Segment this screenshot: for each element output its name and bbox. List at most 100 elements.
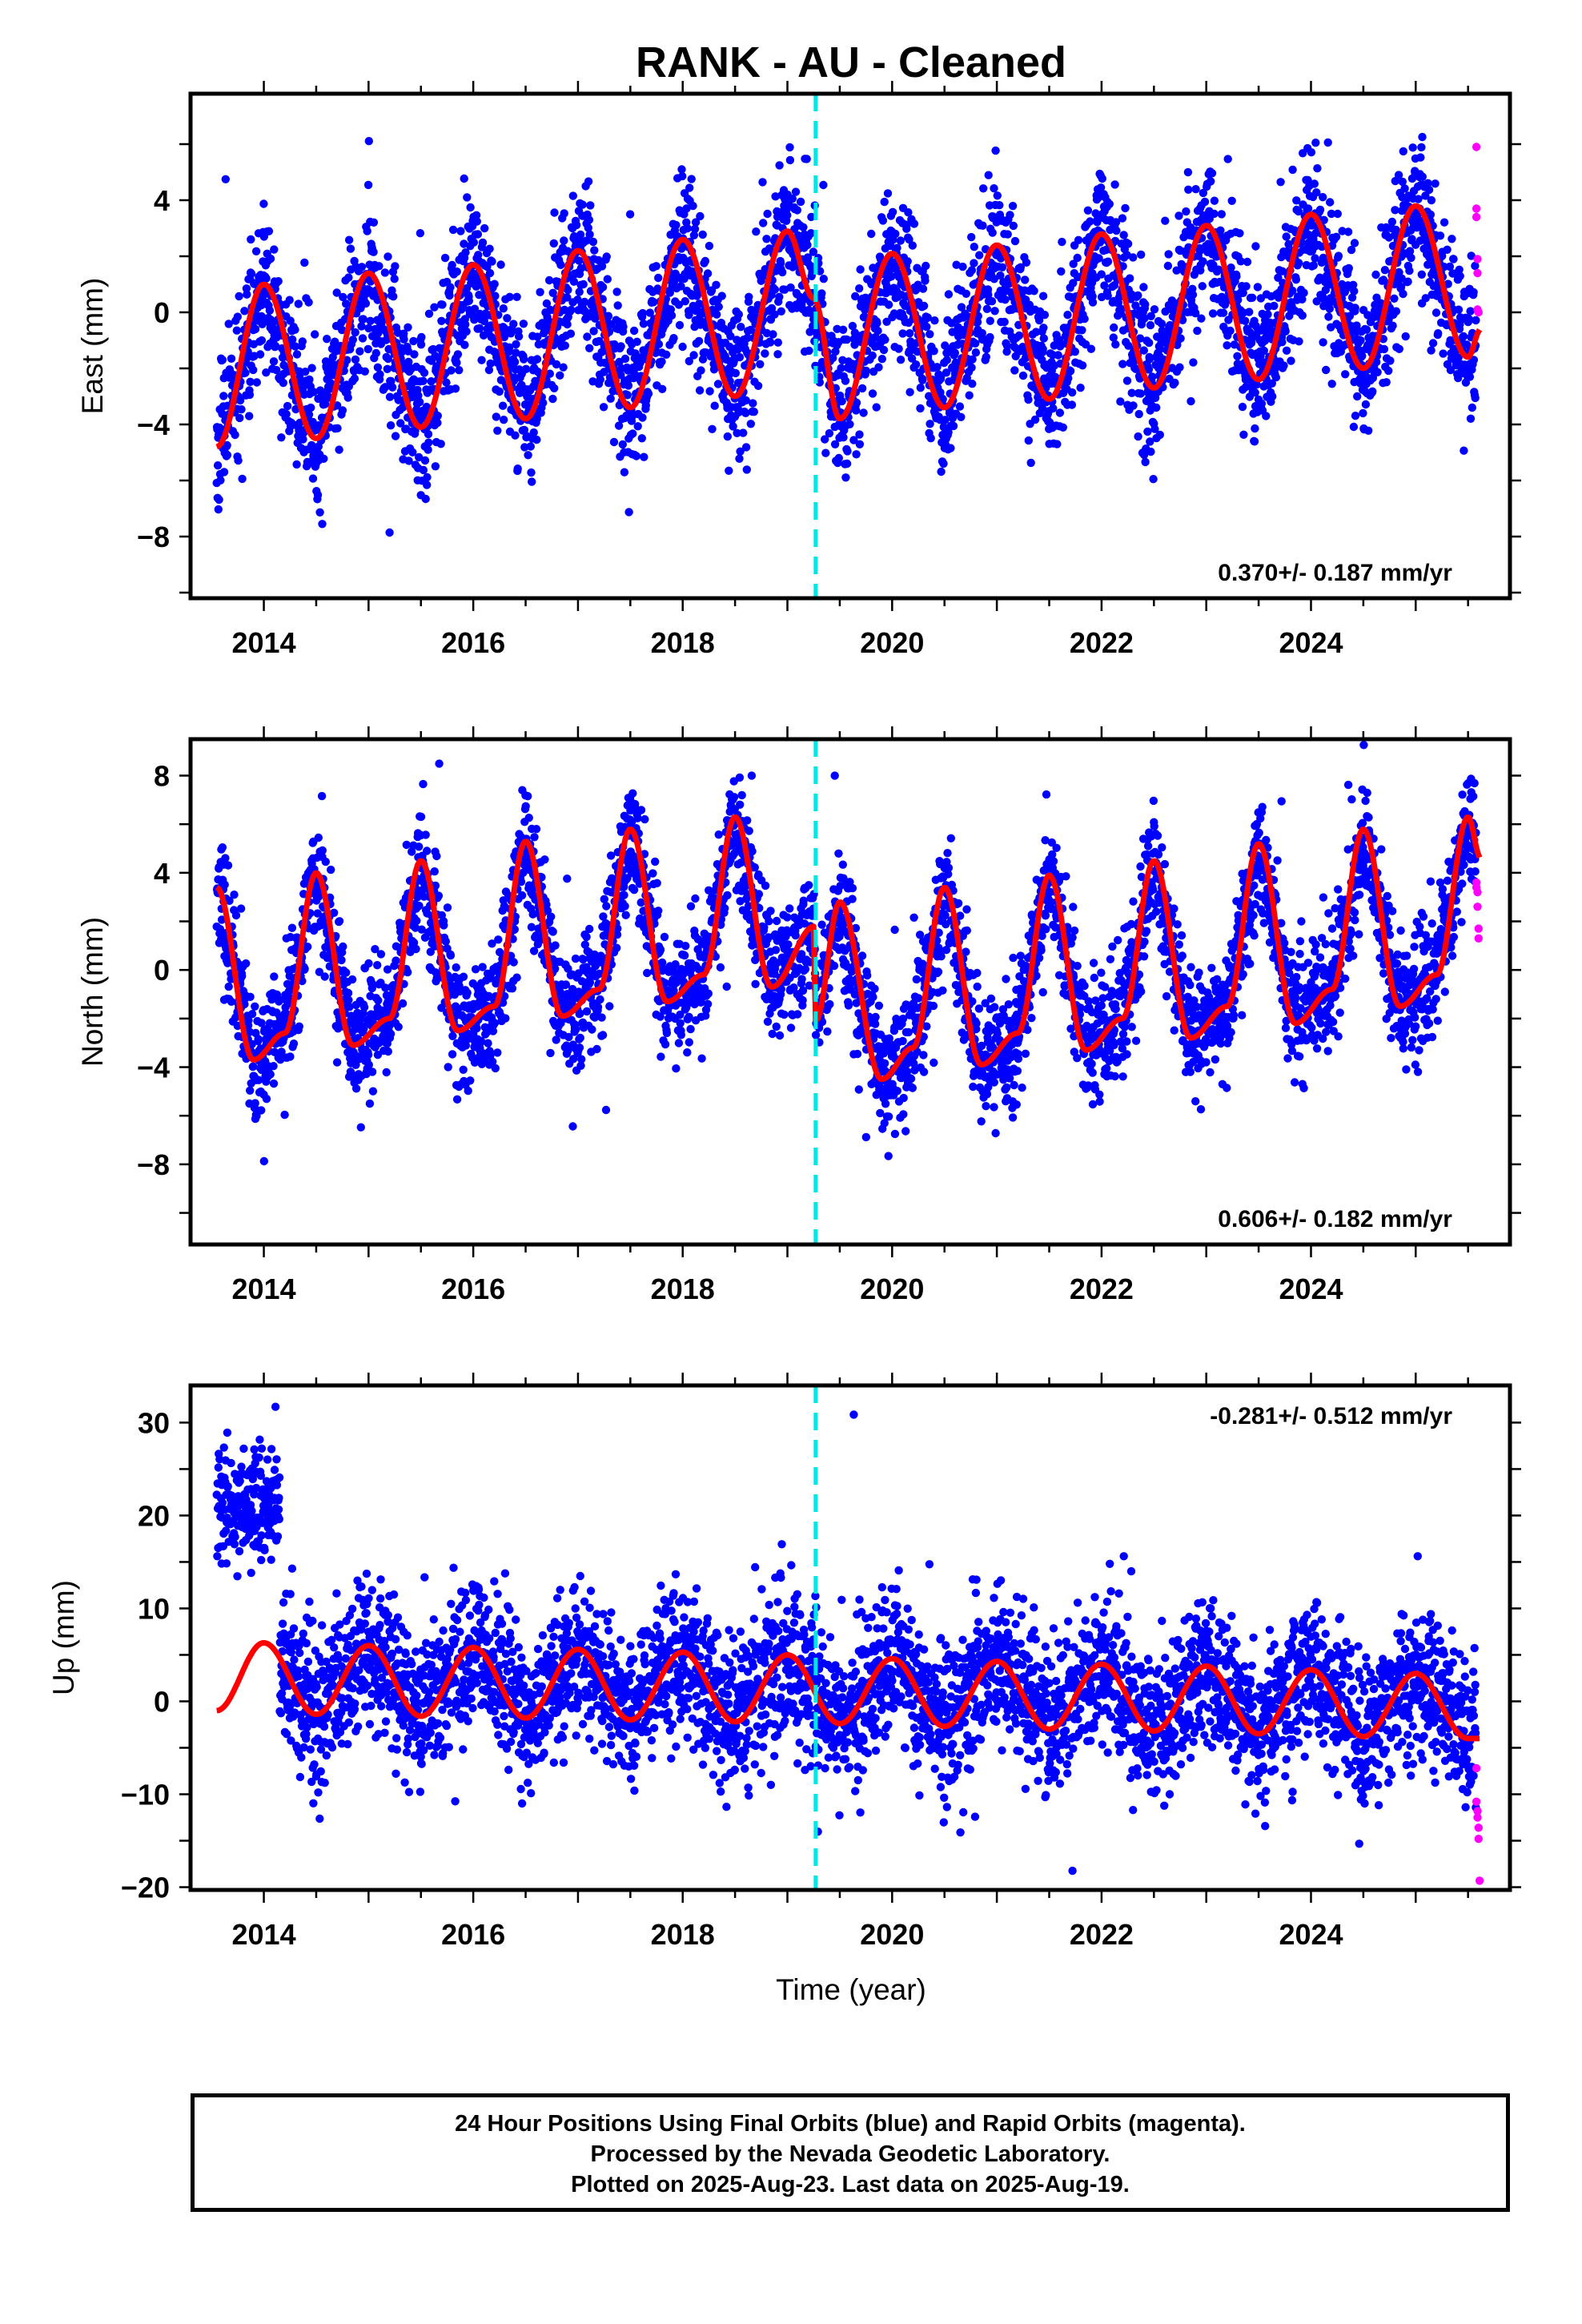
east-final-orbit-point <box>1109 333 1118 342</box>
north-final-orbit-point <box>280 1110 289 1120</box>
east-final-orbit-point <box>1455 265 1464 274</box>
north-final-orbit-point <box>344 995 353 1005</box>
east-final-orbit-point <box>942 356 952 364</box>
east-final-orbit-point <box>1070 348 1080 356</box>
east-final-orbit-point <box>767 304 777 313</box>
east-final-orbit-point <box>1069 259 1078 268</box>
east-final-orbit-point <box>442 378 451 387</box>
east-final-orbit-point <box>251 324 260 334</box>
east-final-orbit-point <box>1146 437 1154 446</box>
east-final-orbit-point <box>986 332 994 342</box>
east-final-orbit-point <box>1443 279 1452 288</box>
east-final-orbit-point <box>519 320 528 328</box>
east-final-orbit-point <box>567 305 576 315</box>
east-rapid-orbit-point <box>1473 268 1482 278</box>
east-final-orbit-point <box>585 230 594 239</box>
east-final-orbit-point <box>545 369 554 378</box>
east-final-orbit-point <box>970 259 978 267</box>
north-final-orbit-point <box>464 1086 472 1096</box>
east-final-orbit-point <box>1341 370 1350 379</box>
east-final-orbit-point <box>1252 380 1261 389</box>
east-final-orbit-point <box>1380 266 1390 275</box>
east-final-orbit-point <box>391 262 400 271</box>
north-final-orbit-point <box>244 1016 253 1025</box>
east-final-orbit-point <box>527 468 536 477</box>
east-final-orbit-point <box>689 231 699 239</box>
east-final-orbit-point <box>1278 338 1287 347</box>
north-final-orbit-point <box>236 904 246 913</box>
east-final-orbit-point <box>775 161 784 170</box>
east-final-orbit-point <box>421 494 430 504</box>
north-final-orbit-point <box>254 1035 263 1043</box>
east-final-orbit-point <box>913 347 922 356</box>
east-final-orbit-point <box>371 348 380 358</box>
east-final-orbit-point <box>240 307 249 316</box>
east-final-orbit-point <box>907 354 917 363</box>
east-final-orbit-point <box>344 273 353 282</box>
east-final-orbit-point <box>1251 424 1259 433</box>
east-final-orbit-point <box>1018 371 1028 380</box>
east-final-orbit-point <box>819 275 828 283</box>
east-final-orbit-point <box>986 316 995 325</box>
east-final-orbit-point <box>859 408 868 417</box>
east-final-orbit-point <box>1471 393 1480 403</box>
east-final-orbit-point <box>460 239 468 248</box>
east-final-orbit-point <box>729 422 737 431</box>
east-final-orbit-point <box>753 381 763 390</box>
east-final-orbit-point <box>1119 231 1128 239</box>
east-final-orbit-point <box>461 320 470 329</box>
north-final-orbit-point <box>364 1060 373 1069</box>
east-final-orbit-point <box>332 401 342 410</box>
east-final-orbit-point <box>1417 270 1427 279</box>
east-final-orbit-point <box>269 357 279 366</box>
east-final-orbit-point <box>499 304 508 313</box>
east-final-orbit-point <box>861 366 871 376</box>
east-final-orbit-point <box>1134 291 1142 300</box>
east-final-orbit-point <box>430 303 439 312</box>
east-final-orbit-point <box>616 342 625 351</box>
east-final-orbit-point <box>847 359 857 368</box>
east-final-orbit-point <box>682 204 691 213</box>
north-final-orbit-point <box>365 1099 375 1108</box>
east-final-orbit-point <box>505 292 514 301</box>
east-final-orbit-point <box>637 434 646 443</box>
east-final-orbit-point <box>1242 282 1251 291</box>
east-final-orbit-point <box>215 495 223 505</box>
east-final-orbit-point <box>632 337 641 346</box>
east-final-orbit-point <box>939 459 948 468</box>
east-final-orbit-point <box>689 351 698 360</box>
east-final-orbit-point <box>1010 236 1020 246</box>
east-final-orbit-point <box>319 454 328 463</box>
east-final-orbit-point <box>1006 211 1014 219</box>
east-final-orbit-point <box>1462 340 1472 349</box>
east-final-orbit-point <box>485 268 495 278</box>
east-rapid-orbit-point <box>1472 143 1481 151</box>
east-final-orbit-point <box>1349 422 1359 432</box>
east-final-orbit-point <box>1146 312 1155 320</box>
east-final-orbit-point <box>1238 402 1247 412</box>
north-final-orbit-point <box>246 992 255 1002</box>
north-final-orbit-point <box>431 881 440 891</box>
east-final-orbit-point <box>1025 300 1034 309</box>
east-final-orbit-point <box>654 340 664 348</box>
east-final-orbit-point <box>735 352 745 362</box>
east-final-orbit-point <box>819 180 828 190</box>
east-final-orbit-point <box>837 396 846 406</box>
east-final-orbit-point <box>1270 301 1279 311</box>
east-final-orbit-point <box>513 464 522 473</box>
east-final-orbit-point <box>882 317 891 326</box>
east-final-orbit-point <box>414 391 423 400</box>
east-final-orbit-point <box>464 296 473 305</box>
east-y-axis-label: East (mm) <box>76 278 109 415</box>
east-final-orbit-point <box>1053 440 1062 448</box>
east-final-orbit-point <box>852 398 861 408</box>
east-final-orbit-point <box>1323 138 1332 147</box>
east-final-orbit-point <box>916 404 925 413</box>
east-final-orbit-point <box>249 365 258 375</box>
east-final-orbit-point <box>758 178 767 187</box>
north-final-orbit-point <box>238 971 247 981</box>
north-final-orbit-point <box>452 963 460 972</box>
east-final-orbit-point <box>1469 287 1478 297</box>
east-final-orbit-point <box>893 243 901 252</box>
east-final-orbit-point <box>270 245 279 254</box>
